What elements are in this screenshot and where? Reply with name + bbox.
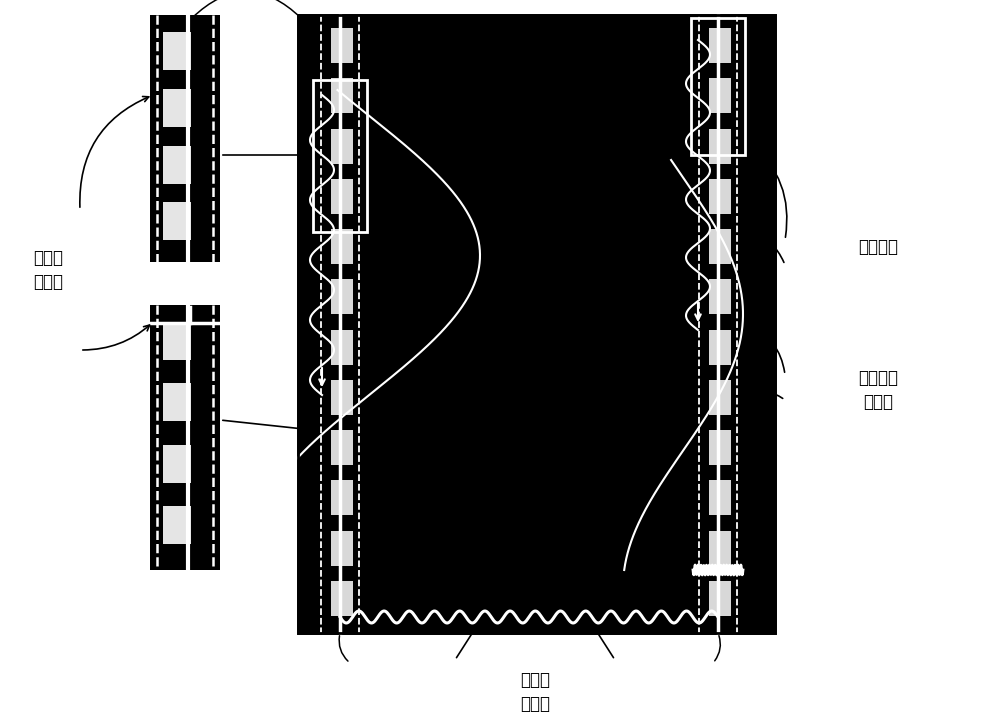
Bar bbox=[693, 15, 743, 633]
Bar bbox=[331, 279, 353, 314]
Bar bbox=[331, 78, 353, 114]
Bar bbox=[331, 129, 353, 163]
Bar bbox=[709, 380, 731, 415]
Bar bbox=[691, 18, 745, 155]
Text: 比对开
始位置: 比对开 始位置 bbox=[33, 249, 63, 291]
FancyArrowPatch shape bbox=[192, 0, 301, 18]
Bar bbox=[709, 329, 731, 365]
Text: 等长感兴
趣区域: 等长感兴 趣区域 bbox=[858, 369, 898, 411]
Bar bbox=[150, 15, 220, 262]
Text: 比对流程: 比对流程 bbox=[858, 238, 898, 256]
Bar bbox=[163, 32, 191, 70]
Bar bbox=[331, 581, 353, 615]
Bar bbox=[709, 28, 731, 63]
Bar bbox=[709, 78, 731, 114]
Bar bbox=[331, 229, 353, 264]
FancyArrowPatch shape bbox=[339, 636, 348, 661]
Bar bbox=[331, 531, 353, 566]
Bar bbox=[709, 581, 731, 615]
Text: 比对结
束位置: 比对结 束位置 bbox=[520, 671, 550, 713]
Bar bbox=[150, 305, 220, 570]
Bar bbox=[709, 279, 731, 314]
FancyArrowPatch shape bbox=[715, 636, 720, 661]
Bar bbox=[709, 129, 731, 163]
Bar bbox=[709, 229, 731, 264]
Bar bbox=[298, 15, 775, 633]
Bar bbox=[331, 179, 353, 214]
Bar bbox=[163, 202, 191, 240]
Bar bbox=[163, 145, 191, 183]
Bar bbox=[331, 329, 353, 365]
Bar bbox=[315, 15, 365, 633]
Bar bbox=[709, 531, 731, 566]
Bar bbox=[163, 383, 191, 421]
Bar bbox=[163, 444, 191, 482]
Bar bbox=[709, 480, 731, 516]
Bar bbox=[709, 179, 731, 214]
Bar bbox=[709, 430, 731, 465]
Bar bbox=[313, 80, 367, 232]
Bar bbox=[331, 28, 353, 63]
Bar bbox=[163, 88, 191, 127]
Bar bbox=[331, 480, 353, 516]
Bar bbox=[331, 380, 353, 415]
Bar bbox=[331, 430, 353, 465]
Bar bbox=[163, 505, 191, 544]
Bar bbox=[298, 15, 775, 633]
Bar bbox=[163, 322, 191, 360]
